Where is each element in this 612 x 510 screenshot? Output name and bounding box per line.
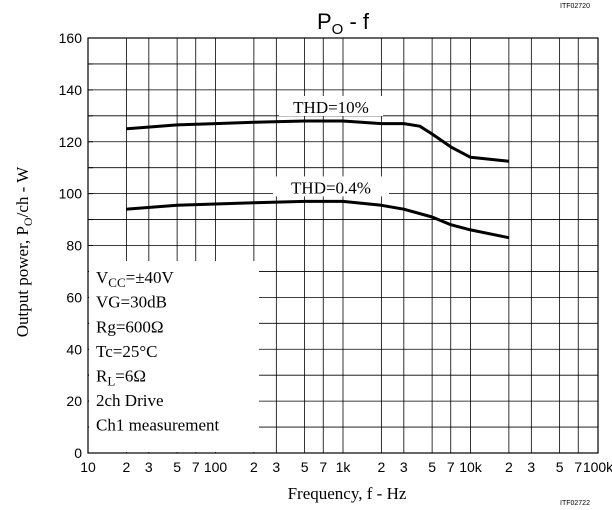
series-label-bg: [273, 176, 389, 197]
x-tick-label: 2: [505, 459, 513, 475]
condition-line: RL=6Ω: [96, 366, 146, 388]
x-tick-label: 10: [80, 459, 96, 475]
x-tick-label: 3: [400, 459, 408, 475]
figure-code-bottom: ITF02722: [560, 500, 590, 507]
x-tick-label: 5: [556, 459, 564, 475]
series-label-2: THD=0.4%: [291, 178, 371, 197]
chart-title: PO - f: [317, 9, 370, 38]
x-tick-label: 10k: [459, 459, 483, 475]
y-tick-label: 40: [66, 341, 82, 357]
x-tick-label: 7: [192, 459, 200, 475]
x-tick-label: 1k: [336, 459, 352, 475]
x-tick-label: 2: [377, 459, 385, 475]
x-tick-label: 5: [173, 459, 181, 475]
x-tick-label: 2: [250, 459, 258, 475]
series-label-bg: [279, 96, 383, 116]
condition-line: Rg=600Ω: [96, 317, 164, 336]
series-group: THD=10% THD=0.4%: [126, 96, 510, 240]
x-tick-label: 3: [527, 459, 535, 475]
series-label-1: THD=10%: [293, 98, 369, 117]
condition-line: 2ch Drive: [96, 391, 164, 410]
x-tick-label: 100k: [583, 459, 612, 475]
x-axis-label: Frequency, f - Hz: [288, 484, 407, 503]
condition-line: Ch1 measurement: [96, 416, 219, 435]
plot-frame: [87, 37, 599, 454]
x-tick-label: 3: [145, 459, 153, 475]
y-tick-label: 160: [59, 30, 83, 46]
condition-line: Tc=25°C: [96, 342, 157, 361]
conditions-bg: [89, 261, 259, 452]
y-tick-label: 0: [74, 445, 82, 461]
figure-code-top: ITF02720: [560, 3, 590, 10]
y-axis-label: Output power, PO/ch - W: [13, 166, 35, 338]
x-tick-label: 7: [447, 459, 455, 475]
x-tick-label: 7: [574, 459, 582, 475]
series-line-2: [126, 199, 510, 240]
x-tick-label: 3: [272, 459, 280, 475]
y-tick-label: 60: [66, 289, 82, 305]
condition-line: VCC=±40V: [96, 268, 175, 290]
x-tick-label: 2: [122, 459, 130, 475]
series-line-1: [126, 119, 510, 163]
x-tick-label: 5: [301, 459, 309, 475]
conditions-box: VCC=±40V VG=30dB Rg=600Ω Tc=25°C RL=6Ω 2ch Dr…: [89, 261, 259, 452]
y-tick-label: 100: [59, 186, 83, 202]
y-tick-label: 80: [66, 238, 82, 254]
x-tick-label: 100: [204, 459, 228, 475]
condition-line: VG=30dB: [96, 293, 167, 312]
y-tick-label: 140: [59, 82, 83, 98]
x-tick-label: 5: [428, 459, 436, 475]
y-tick-label: 20: [66, 393, 82, 409]
x-tick-label: 7: [319, 459, 327, 475]
y-tick-label: 120: [59, 134, 83, 150]
